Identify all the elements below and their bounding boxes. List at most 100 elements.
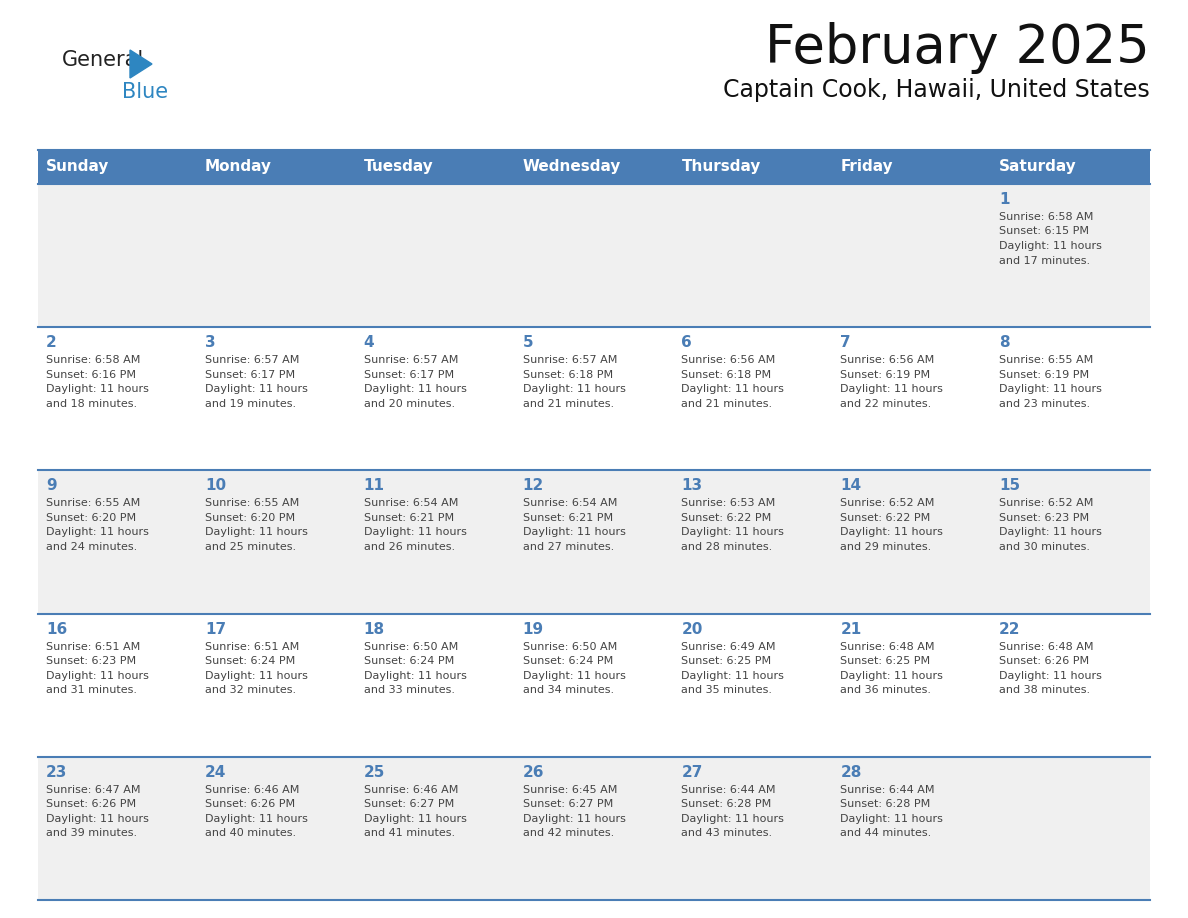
Text: 8: 8 <box>999 335 1010 350</box>
Text: and 20 minutes.: and 20 minutes. <box>364 398 455 409</box>
Text: and 24 minutes.: and 24 minutes. <box>46 542 138 552</box>
Text: and 41 minutes.: and 41 minutes. <box>364 828 455 838</box>
Bar <box>38 756 1150 900</box>
Text: Sunday: Sunday <box>46 160 109 174</box>
Text: Daylight: 11 hours: Daylight: 11 hours <box>46 671 148 680</box>
Text: Sunrise: 6:46 AM: Sunrise: 6:46 AM <box>364 785 459 795</box>
Text: and 44 minutes.: and 44 minutes. <box>840 828 931 838</box>
Text: Daylight: 11 hours: Daylight: 11 hours <box>999 241 1102 251</box>
Text: Sunset: 6:26 PM: Sunset: 6:26 PM <box>999 656 1089 666</box>
Text: Monday: Monday <box>204 160 272 174</box>
Text: Daylight: 11 hours: Daylight: 11 hours <box>46 813 148 823</box>
Text: Daylight: 11 hours: Daylight: 11 hours <box>204 671 308 680</box>
Text: Sunset: 6:15 PM: Sunset: 6:15 PM <box>999 227 1089 237</box>
Text: and 30 minutes.: and 30 minutes. <box>999 542 1091 552</box>
Text: Sunset: 6:19 PM: Sunset: 6:19 PM <box>999 370 1089 380</box>
Bar <box>38 327 1150 470</box>
Text: Sunrise: 6:58 AM: Sunrise: 6:58 AM <box>46 355 140 365</box>
Text: Daylight: 11 hours: Daylight: 11 hours <box>204 813 308 823</box>
Text: 4: 4 <box>364 335 374 350</box>
Text: Sunrise: 6:55 AM: Sunrise: 6:55 AM <box>46 498 140 509</box>
Text: Sunrise: 6:54 AM: Sunrise: 6:54 AM <box>523 498 617 509</box>
Text: Sunset: 6:21 PM: Sunset: 6:21 PM <box>364 513 454 523</box>
Text: 13: 13 <box>682 478 702 493</box>
Text: Thursday: Thursday <box>682 160 760 174</box>
Text: 28: 28 <box>840 765 861 779</box>
Text: and 39 minutes.: and 39 minutes. <box>46 828 137 838</box>
Text: Sunrise: 6:52 AM: Sunrise: 6:52 AM <box>840 498 935 509</box>
Text: and 34 minutes.: and 34 minutes. <box>523 685 614 695</box>
Text: Daylight: 11 hours: Daylight: 11 hours <box>204 385 308 394</box>
Text: and 40 minutes.: and 40 minutes. <box>204 828 296 838</box>
Text: Daylight: 11 hours: Daylight: 11 hours <box>364 671 467 680</box>
Text: Sunrise: 6:50 AM: Sunrise: 6:50 AM <box>364 642 457 652</box>
Text: Sunrise: 6:56 AM: Sunrise: 6:56 AM <box>840 355 935 365</box>
Text: Wednesday: Wednesday <box>523 160 621 174</box>
Text: Sunset: 6:28 PM: Sunset: 6:28 PM <box>840 800 930 810</box>
Bar <box>38 613 1150 756</box>
Text: and 25 minutes.: and 25 minutes. <box>204 542 296 552</box>
Text: Sunrise: 6:51 AM: Sunrise: 6:51 AM <box>46 642 140 652</box>
Text: and 32 minutes.: and 32 minutes. <box>204 685 296 695</box>
Text: Sunrise: 6:53 AM: Sunrise: 6:53 AM <box>682 498 776 509</box>
Text: 23: 23 <box>46 765 68 779</box>
Text: Friday: Friday <box>840 160 893 174</box>
Text: Sunrise: 6:44 AM: Sunrise: 6:44 AM <box>840 785 935 795</box>
Text: and 42 minutes.: and 42 minutes. <box>523 828 614 838</box>
Text: and 28 minutes.: and 28 minutes. <box>682 542 772 552</box>
Text: Sunset: 6:28 PM: Sunset: 6:28 PM <box>682 800 772 810</box>
Text: Sunrise: 6:51 AM: Sunrise: 6:51 AM <box>204 642 299 652</box>
Text: Sunset: 6:25 PM: Sunset: 6:25 PM <box>682 656 771 666</box>
Text: Sunset: 6:24 PM: Sunset: 6:24 PM <box>523 656 613 666</box>
Text: 22: 22 <box>999 621 1020 636</box>
Text: and 35 minutes.: and 35 minutes. <box>682 685 772 695</box>
Text: Sunrise: 6:57 AM: Sunrise: 6:57 AM <box>364 355 459 365</box>
Text: Sunset: 6:21 PM: Sunset: 6:21 PM <box>523 513 613 523</box>
Polygon shape <box>129 50 152 78</box>
Text: and 22 minutes.: and 22 minutes. <box>840 398 931 409</box>
Text: Sunrise: 6:48 AM: Sunrise: 6:48 AM <box>840 642 935 652</box>
Text: Sunset: 6:23 PM: Sunset: 6:23 PM <box>999 513 1089 523</box>
Text: 27: 27 <box>682 765 703 779</box>
Text: Daylight: 11 hours: Daylight: 11 hours <box>364 385 467 394</box>
Text: 25: 25 <box>364 765 385 779</box>
Text: Sunrise: 6:45 AM: Sunrise: 6:45 AM <box>523 785 617 795</box>
Text: Daylight: 11 hours: Daylight: 11 hours <box>682 671 784 680</box>
Text: and 17 minutes.: and 17 minutes. <box>999 255 1091 265</box>
Text: General: General <box>62 50 144 70</box>
Text: Tuesday: Tuesday <box>364 160 434 174</box>
Text: and 21 minutes.: and 21 minutes. <box>523 398 614 409</box>
Text: 21: 21 <box>840 621 861 636</box>
Text: Daylight: 11 hours: Daylight: 11 hours <box>840 385 943 394</box>
Text: Daylight: 11 hours: Daylight: 11 hours <box>840 671 943 680</box>
Bar <box>38 184 1150 327</box>
Text: 20: 20 <box>682 621 703 636</box>
Text: Daylight: 11 hours: Daylight: 11 hours <box>840 528 943 537</box>
Text: Sunrise: 6:52 AM: Sunrise: 6:52 AM <box>999 498 1093 509</box>
Text: and 18 minutes.: and 18 minutes. <box>46 398 137 409</box>
Text: February 2025: February 2025 <box>765 22 1150 74</box>
Text: Sunrise: 6:58 AM: Sunrise: 6:58 AM <box>999 212 1093 222</box>
Text: 9: 9 <box>46 478 57 493</box>
Text: 18: 18 <box>364 621 385 636</box>
Text: Captain Cook, Hawaii, United States: Captain Cook, Hawaii, United States <box>723 78 1150 102</box>
Text: Daylight: 11 hours: Daylight: 11 hours <box>364 813 467 823</box>
Text: Sunrise: 6:56 AM: Sunrise: 6:56 AM <box>682 355 776 365</box>
Text: Sunset: 6:23 PM: Sunset: 6:23 PM <box>46 656 137 666</box>
Text: Sunset: 6:18 PM: Sunset: 6:18 PM <box>523 370 613 380</box>
Text: Sunrise: 6:44 AM: Sunrise: 6:44 AM <box>682 785 776 795</box>
Text: and 27 minutes.: and 27 minutes. <box>523 542 614 552</box>
Text: Sunset: 6:27 PM: Sunset: 6:27 PM <box>523 800 613 810</box>
Text: Sunrise: 6:47 AM: Sunrise: 6:47 AM <box>46 785 140 795</box>
Text: and 26 minutes.: and 26 minutes. <box>364 542 455 552</box>
Text: Sunset: 6:16 PM: Sunset: 6:16 PM <box>46 370 135 380</box>
Text: 17: 17 <box>204 621 226 636</box>
Text: and 33 minutes.: and 33 minutes. <box>364 685 455 695</box>
Text: Daylight: 11 hours: Daylight: 11 hours <box>204 528 308 537</box>
Text: Sunrise: 6:55 AM: Sunrise: 6:55 AM <box>999 355 1093 365</box>
Text: 16: 16 <box>46 621 68 636</box>
Text: and 31 minutes.: and 31 minutes. <box>46 685 137 695</box>
Text: Sunrise: 6:48 AM: Sunrise: 6:48 AM <box>999 642 1094 652</box>
Text: Daylight: 11 hours: Daylight: 11 hours <box>523 528 625 537</box>
Text: 26: 26 <box>523 765 544 779</box>
